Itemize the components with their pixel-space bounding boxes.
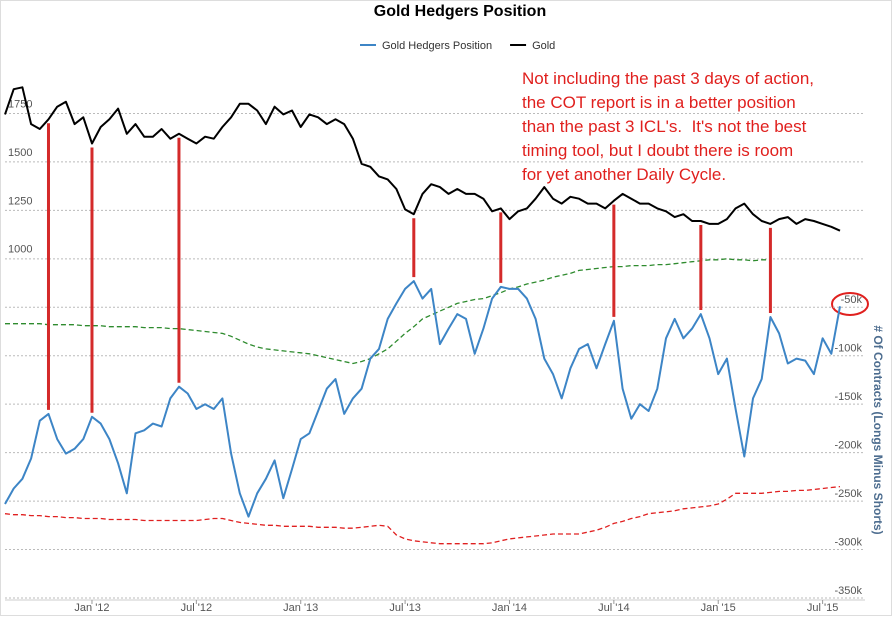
y2-tick-label: -350k <box>834 585 862 597</box>
y-tick-label: 1500 <box>8 147 32 159</box>
moving-average-line <box>4 485 841 545</box>
annotation-text: the COT report is in a better position <box>522 93 796 112</box>
series-line <box>4 280 841 518</box>
y2-tick-label: -150k <box>834 391 862 403</box>
x-tick-label: Jan '15 <box>701 602 736 614</box>
y-tick-label: 1000 <box>8 244 32 256</box>
legend-label: Gold <box>532 40 555 52</box>
y2-tick-label: -300k <box>834 536 862 548</box>
annotation-text: for yet another Daily Cycle. <box>522 165 726 184</box>
x-tick-label: Jan '12 <box>74 602 109 614</box>
annotation-text: Not including the past 3 days of action, <box>522 69 814 88</box>
series-line <box>4 86 841 232</box>
x-tick-label: Jan '14 <box>492 602 527 614</box>
x-tick-label: Jul '13 <box>389 602 420 614</box>
annotation-text: than the past 3 ICL's. It's not the best <box>522 117 807 136</box>
x-tick-label: Jul '12 <box>181 602 212 614</box>
highlight-circle <box>831 292 869 316</box>
y2-tick-label: -100k <box>834 343 862 355</box>
chart-title: Gold Hedgers Position <box>374 3 546 20</box>
legend-label: Gold Hedgers Position <box>382 40 492 52</box>
x-tick-label: Jul '14 <box>598 602 629 614</box>
y2-axis-title: # Of Contracts (Longs Minus Shorts) <box>871 325 885 534</box>
y-tick-label: 1750 <box>8 98 32 110</box>
annotation-text: timing tool, but I doubt there is room <box>522 141 793 160</box>
y2-tick-label: -200k <box>834 440 862 452</box>
x-tick-label: Jul '15 <box>807 602 838 614</box>
moving-average-line <box>5 258 771 365</box>
x-tick-label: Jan '13 <box>283 602 318 614</box>
y2-tick-label: -250k <box>834 488 862 500</box>
y2-tick-label: -50k <box>841 294 863 306</box>
y-tick-label: 1250 <box>8 195 32 207</box>
